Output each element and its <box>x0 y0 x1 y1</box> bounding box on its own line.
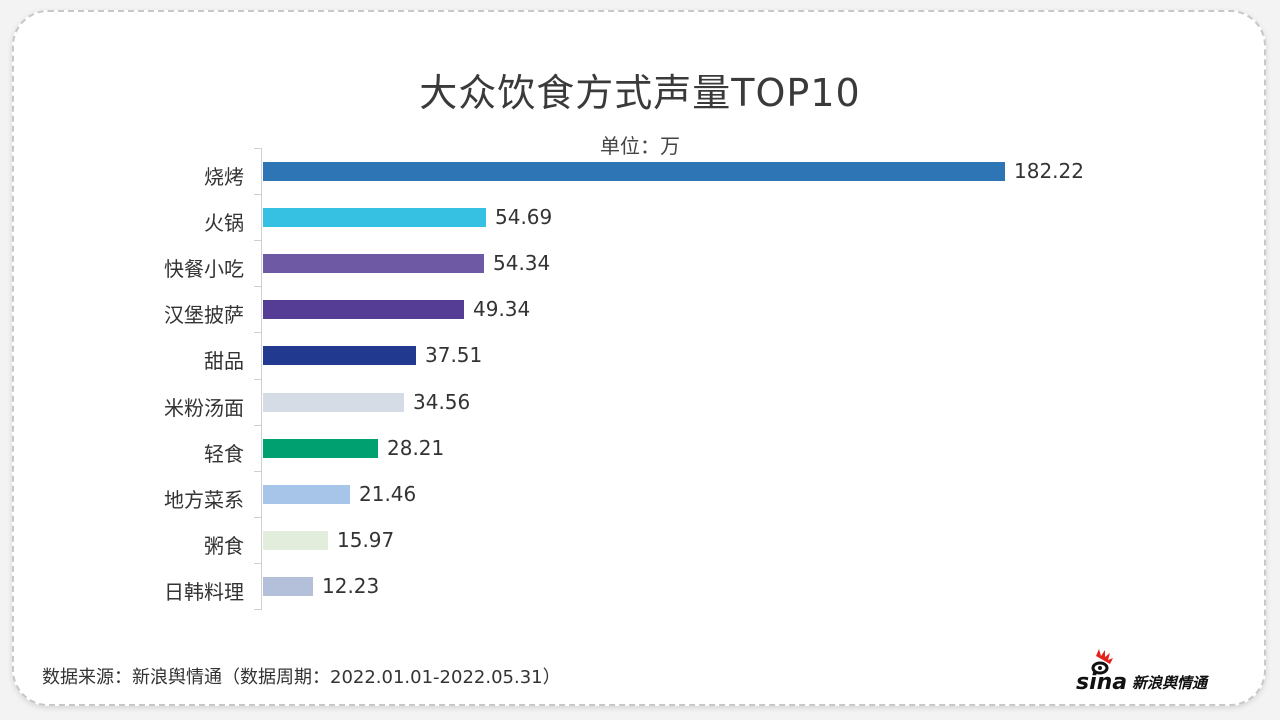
category-label: 米粉汤面 <box>164 396 244 420</box>
category-label: 轻食 <box>204 442 244 466</box>
value-label: 54.34 <box>493 251 551 275</box>
data-source-note: 数据来源：新浪舆情通（数据周期：2022.01.01-2022.05.31） <box>42 667 561 688</box>
bar[interactable] <box>263 162 1005 181</box>
category-label: 地方菜系 <box>164 488 244 512</box>
category-label: 甜品 <box>204 349 244 373</box>
bar[interactable] <box>263 485 350 504</box>
axis-tick <box>254 517 262 518</box>
svg-text:sina: sina <box>1076 670 1127 694</box>
bar[interactable] <box>263 208 486 227</box>
axis-tick <box>254 194 262 195</box>
value-label: 54.69 <box>495 205 553 229</box>
bar[interactable] <box>263 254 484 273</box>
sina-eye-icon: sina 新浪舆情通 <box>1076 649 1210 695</box>
value-label: 49.34 <box>473 297 531 321</box>
bar[interactable] <box>263 300 464 319</box>
value-label: 34.56 <box>413 390 471 414</box>
axis-tick <box>254 286 262 287</box>
axis-tick <box>254 240 262 241</box>
category-label: 火锅 <box>204 211 244 235</box>
category-label: 粥食 <box>204 534 244 558</box>
value-label: 37.51 <box>425 343 483 367</box>
value-label: 182.22 <box>1014 159 1084 183</box>
category-label: 快餐小吃 <box>164 257 244 281</box>
axis-tick <box>254 379 262 380</box>
axis-tick <box>254 148 262 149</box>
bar[interactable] <box>263 346 416 365</box>
category-label: 汉堡披萨 <box>164 303 244 327</box>
value-label: 12.23 <box>322 574 380 598</box>
value-label: 21.46 <box>359 482 417 506</box>
bar[interactable] <box>263 439 378 458</box>
axis-tick <box>254 425 262 426</box>
value-label: 15.97 <box>337 528 395 552</box>
axis-tick <box>254 609 262 610</box>
category-label: 烧烤 <box>204 165 244 189</box>
axis-tick <box>254 471 262 472</box>
chart-card <box>12 10 1266 706</box>
value-label: 28.21 <box>387 436 445 460</box>
bar[interactable] <box>263 531 328 550</box>
sina-logo: sina 新浪舆情通 <box>1074 648 1244 695</box>
category-label: 日韩料理 <box>164 580 244 604</box>
axis-tick <box>254 332 262 333</box>
axis-tick <box>254 563 262 564</box>
chart-title: 大众饮食方式声量TOP10 <box>419 71 861 115</box>
svg-text:新浪舆情通: 新浪舆情通 <box>1132 674 1210 692</box>
bar[interactable] <box>263 393 404 412</box>
bar[interactable] <box>263 577 313 596</box>
unit-label: 单位：万 <box>600 134 680 158</box>
